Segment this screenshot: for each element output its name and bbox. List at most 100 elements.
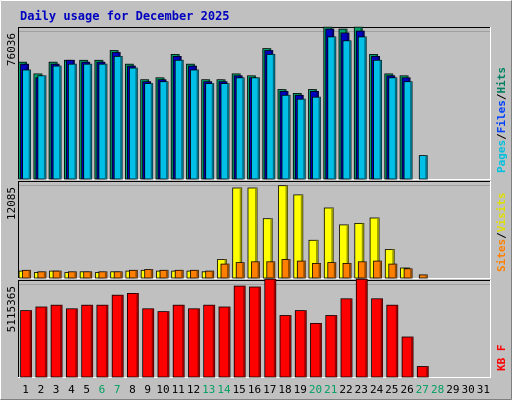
bar-shade-day-10	[167, 311, 169, 377]
panel-visits-sites: 12085 Sites/Visits	[5, 181, 508, 279]
bar-shade-day-18	[285, 185, 288, 278]
panel-hits-files-pages: 76036 Pages/Files/Hits	[5, 26, 508, 180]
bar-shade-day-26	[410, 268, 413, 278]
bar-shade-day-16	[258, 287, 261, 377]
bar-shade-day-21	[333, 262, 336, 278]
bar-shade-day-15	[242, 77, 245, 179]
x-tick-label: 24	[370, 383, 384, 396]
bar-shade-day-17	[272, 261, 275, 278]
x-tick-label: 21	[324, 383, 337, 396]
x-tick-label: 22	[339, 383, 352, 396]
axis-label-sites: Sites	[495, 239, 508, 272]
series-pages	[22, 36, 428, 180]
bar-shade-day-9	[151, 308, 154, 377]
bar-shade-day-15	[239, 188, 242, 278]
x-tick-label: 8	[129, 383, 136, 396]
bar-shade-day-23	[364, 36, 367, 180]
series-axis-label: Pages/Files/Hits	[495, 67, 508, 173]
bar-shade-day-16	[257, 261, 260, 278]
series-axis-label: KB F	[495, 345, 508, 372]
bar-shade-day-17	[272, 54, 275, 179]
bar-shade-day-25	[394, 264, 397, 278]
x-tick-label: 29	[446, 383, 459, 396]
bar-shade-day-7	[121, 295, 124, 377]
x-tick-label: 5	[83, 383, 90, 396]
bar-shade-day-25	[394, 77, 397, 179]
bar-shade-day-26	[410, 81, 413, 179]
x-tick-label: 15	[233, 383, 246, 396]
bar-shade-day-7	[120, 271, 123, 278]
x-tick-label: 19	[294, 383, 307, 396]
bar-shade-day-8	[135, 270, 138, 278]
x-tick-label: 10	[156, 383, 169, 396]
bar-shade-day-14	[227, 264, 229, 278]
x-tick-label: 18	[278, 383, 291, 396]
x-tick-label: 23	[355, 383, 368, 396]
bar-shade-day-20	[319, 323, 322, 377]
bar-shade-day-12	[197, 308, 200, 377]
axis-label-kb-f: KB F	[495, 345, 508, 372]
bar-shade-day-23	[361, 223, 364, 278]
x-tick-label: 30	[461, 383, 474, 396]
x-tick-label: 28	[431, 383, 444, 396]
x-tick-label: 26	[400, 383, 413, 396]
bar-shade-day-20	[316, 240, 318, 278]
bar-shade-day-24	[377, 218, 380, 278]
bar-shade-day-8	[135, 68, 138, 179]
bar-shade-day-5	[90, 305, 93, 377]
y-max-label: 76036	[5, 33, 18, 66]
bar-shade-day-13	[211, 83, 214, 179]
bar-shade-day-9	[150, 83, 153, 179]
bar-shade-day-16	[255, 188, 257, 278]
x-tick-label: 11	[172, 383, 185, 396]
chart-panels: 76036Pages/Files/Hits12085Sites/Visits51…	[5, 26, 508, 378]
x-tick-label: 6	[99, 383, 106, 396]
bar-shade-day-1	[29, 310, 32, 377]
panel-kbytes: 5115365 KB F	[5, 278, 508, 378]
bar-shade-day-5	[89, 271, 92, 278]
bar-shade-day-16	[257, 77, 260, 179]
bar-shade-day-27	[426, 366, 429, 377]
x-tick-label: 3	[53, 383, 60, 396]
bar-shade-day-19	[304, 310, 307, 377]
bar-shade-day-4	[74, 64, 77, 179]
bar-shade-day-21	[334, 315, 337, 377]
bar-shade-day-19	[303, 261, 306, 278]
bar-shade-day-24	[379, 60, 382, 179]
bar-shade-day-2	[43, 271, 46, 278]
bar-shade-day-25	[395, 305, 398, 377]
x-tick-label: 16	[248, 383, 261, 396]
bar-shade-day-1	[28, 270, 31, 278]
series-kb-f	[20, 278, 429, 378]
bar-shade-day-11	[182, 305, 185, 377]
x-tick-label: 20	[309, 383, 322, 396]
bar-shade-day-9	[150, 269, 153, 278]
bar-shade-day-21	[333, 36, 336, 180]
bar-shade-day-12	[196, 70, 199, 179]
axis-label-pages: Pages	[495, 140, 508, 173]
bar-shade-day-12	[196, 270, 199, 278]
bar-shade-day-14	[227, 83, 229, 179]
bar-shade-day-3	[59, 66, 62, 179]
bar-shade-day-21	[331, 208, 334, 278]
series-sites	[22, 259, 428, 279]
bar-shade-day-13	[212, 305, 215, 377]
bar-shade-day-18	[288, 259, 290, 278]
bar-shade-day-22	[349, 40, 351, 179]
bar-shade-day-17	[273, 279, 276, 377]
y-max-label: 12085	[5, 187, 18, 220]
x-tick-label: 27	[416, 383, 429, 396]
bar-shade-day-3	[60, 305, 63, 377]
bar-shade-day-11	[181, 60, 184, 179]
bar-shade-day-22	[350, 298, 352, 377]
bar-shade-day-18	[288, 95, 290, 179]
bar-shade-day-6	[104, 64, 107, 179]
bar-shade-day-23	[364, 261, 367, 278]
bar-shade-day-27	[425, 274, 428, 278]
bar-shade-day-24	[380, 298, 383, 377]
x-axis-labels: 1 2 3 4 5 6 7 8 9 10 11 12 13 14 15 16 17 18 19 20 21 22 23 24 2…	[22, 383, 490, 396]
bar-shade-day-15	[242, 262, 245, 278]
bar-shade-day-18	[289, 315, 291, 377]
bar-shade-day-17	[270, 218, 273, 278]
bar-shade-day-15	[243, 286, 246, 377]
